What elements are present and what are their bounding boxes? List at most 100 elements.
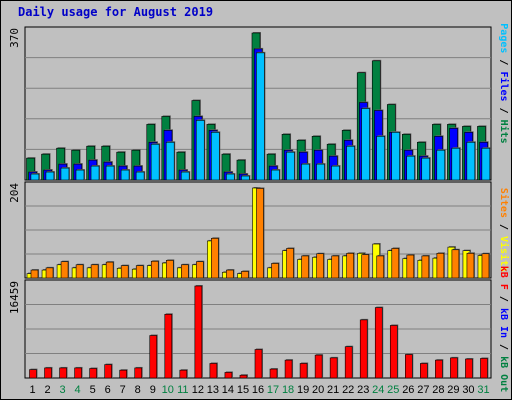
sites-bar (75, 264, 84, 279)
legend-panel-3: kB F / kB In / kB Out (498, 266, 509, 392)
sites-bar (481, 253, 490, 279)
sites-bar (105, 261, 114, 279)
kbytes-bar (254, 349, 263, 379)
sites-bar (211, 237, 219, 279)
x-tick-label: 29 (447, 384, 459, 396)
sites-bar (466, 252, 475, 279)
kbytes-bar (465, 358, 473, 379)
sites-bar (165, 260, 174, 279)
kbytes-bar (29, 369, 37, 379)
sites-bar (451, 249, 460, 279)
sites-bar (241, 271, 249, 279)
kbytes-bar (480, 358, 488, 379)
pages-bar (361, 108, 370, 181)
sites-bar (331, 255, 339, 279)
chart-title: Daily usage for August 2019 (18, 5, 214, 19)
pages-bar (195, 120, 205, 181)
x-tick-label: 22 (342, 384, 354, 396)
legend-sep: / (498, 102, 509, 120)
pages-bar (331, 165, 340, 181)
kbytes-bar (269, 368, 278, 379)
pages-bar (346, 145, 355, 181)
kbytes-bar (104, 364, 112, 379)
pages-bar (226, 173, 235, 181)
kbytes-bar (74, 367, 82, 379)
x-tick-label: 6 (105, 384, 111, 396)
legend-visits: Visits (498, 236, 510, 272)
pages-bar (256, 52, 265, 181)
pages-bar (481, 147, 491, 181)
pages-bar (75, 169, 85, 181)
x-tick-label: 17 (267, 384, 279, 396)
kbytes-bar (209, 363, 218, 379)
pages-bar (301, 163, 310, 181)
pages-bar (105, 165, 115, 181)
kbytes-bar (344, 346, 353, 379)
sites-bar (30, 269, 39, 279)
kbytes-bar (179, 369, 188, 379)
sites-bar (150, 260, 159, 279)
sites-bar (181, 264, 189, 279)
pages-bar (60, 167, 70, 181)
x-tick-label: 1 (29, 384, 35, 396)
x-tick-label: 24 (372, 384, 384, 396)
kbytes-bar (329, 357, 338, 379)
legend-sep: / (498, 290, 509, 308)
x-tick-label: 10 (162, 384, 174, 396)
kbytes-bar (44, 367, 52, 379)
sites-bar (135, 265, 144, 279)
x-tick-label: 5 (90, 384, 96, 396)
x-tick-label: 3 (60, 384, 66, 396)
pages-bar (406, 155, 416, 181)
sites-bar (361, 254, 370, 279)
sites-bar (421, 255, 430, 279)
pages-bar (286, 151, 295, 181)
kbytes-bar (405, 354, 413, 379)
kbytes-bar (239, 374, 248, 379)
legend-sep: / (498, 218, 509, 236)
y-max-label-panel-1: 370 (8, 28, 21, 48)
kbytes-bar (89, 368, 97, 379)
pages-bar (135, 171, 145, 181)
kbytes-bar (389, 325, 398, 379)
kbytes-bar (450, 357, 458, 379)
pages-bar (30, 173, 40, 181)
x-tick-label: 9 (150, 384, 156, 396)
sites-bar (301, 255, 309, 279)
x-tick-label: 2 (44, 384, 50, 396)
x-tick-label: 20 (312, 384, 324, 396)
legend-panel-2: Sites / Visits (498, 188, 510, 272)
kbytes-bar (359, 319, 368, 379)
x-tick-label: 12 (192, 384, 204, 396)
x-tick-label: 18 (282, 384, 294, 396)
legend-kbin: kB In (498, 308, 509, 338)
pages-bar (120, 169, 130, 181)
legend-files: Files (498, 71, 510, 101)
legend-sites: Sites (498, 188, 510, 218)
legend-hits: Hits (498, 120, 510, 144)
sites-bar (271, 263, 279, 279)
sites-bar (346, 252, 354, 279)
legend-kbytes: kB F (498, 266, 509, 290)
y-max-label-panel-3: 16459 (8, 281, 21, 314)
legend-kbout: kB Out (498, 356, 509, 392)
x-tick-label: 25 (387, 384, 399, 396)
legend-pages: Pages (498, 23, 509, 53)
y-max-label-panel-2: 204 (8, 183, 21, 203)
x-tick-label: 8 (135, 384, 141, 396)
sites-bar (256, 188, 264, 279)
legend-panel-1: Pages / Files / Hits (498, 23, 510, 143)
kbytes-bar (314, 354, 323, 379)
x-tick-label: 4 (75, 384, 81, 396)
x-tick-label: 14 (222, 384, 234, 396)
sites-bar (60, 261, 69, 279)
sites-bar (226, 269, 234, 279)
kbytes-bar (134, 367, 143, 379)
x-tick-label: 21 (327, 384, 339, 396)
pages-bar (165, 141, 175, 181)
kbytes-bar (299, 363, 308, 379)
x-tick-label: 16 (252, 384, 264, 396)
sites-bar (45, 267, 54, 279)
